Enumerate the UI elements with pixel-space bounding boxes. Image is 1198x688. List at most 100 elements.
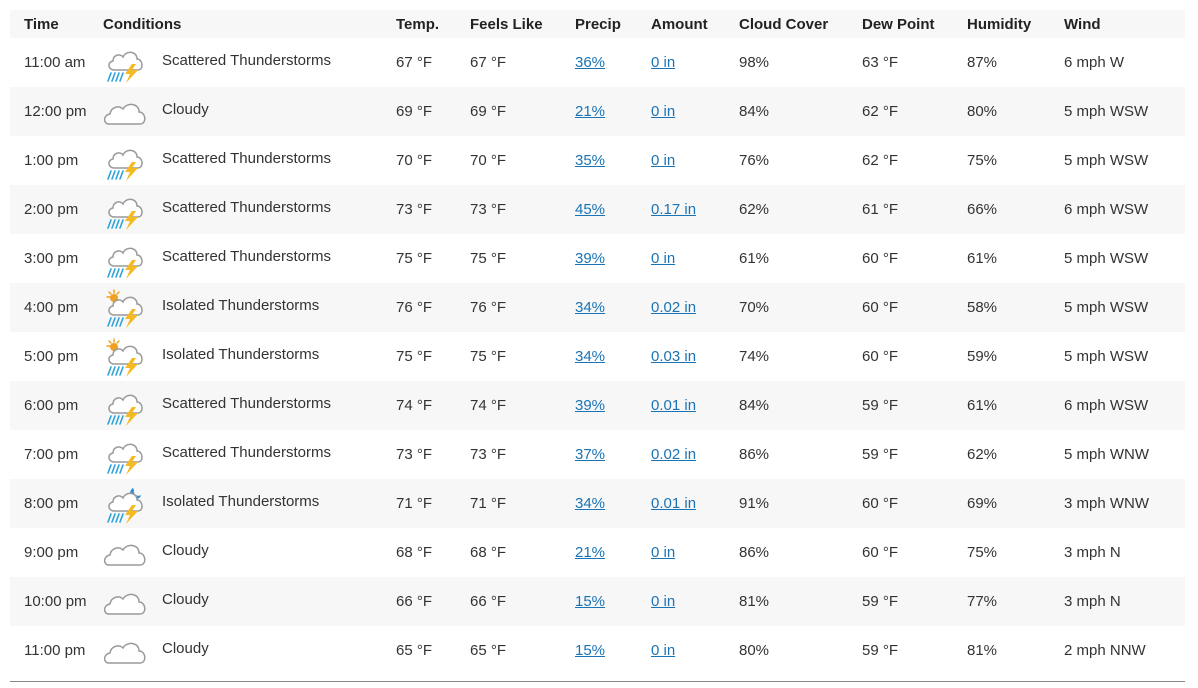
table-row: 2:00 pm Scattered Thunderstorms 73 °F 73… xyxy=(10,185,1185,234)
amount-link[interactable]: 0 in xyxy=(651,642,676,659)
header-cloud-cover: Cloud Cover xyxy=(739,15,829,33)
amount-link[interactable]: 0 in xyxy=(651,250,676,267)
feels-like-cell: 75 °F xyxy=(470,348,507,365)
time-cell: 6:00 pm xyxy=(24,397,79,414)
conditions-cell: Cloudy xyxy=(103,577,396,626)
amount-link[interactable]: 0.01 in xyxy=(651,495,697,512)
temp-cell: 76 °F xyxy=(396,299,433,316)
precip-link[interactable]: 35% xyxy=(575,152,606,169)
table-row: 12:00 pm Cloudy 69 °F 69 °F 21% 0 in 84%… xyxy=(10,87,1185,136)
precip-link[interactable]: 34% xyxy=(575,495,606,512)
conditions-text: Scattered Thunderstorms xyxy=(162,52,331,69)
conditions-text: Isolated Thunderstorms xyxy=(162,346,320,363)
temp-cell: 75 °F xyxy=(396,250,433,267)
conditions-text: Scattered Thunderstorms xyxy=(162,444,331,461)
temp-cell: 66 °F xyxy=(396,593,433,610)
amount-link[interactable]: 0 in xyxy=(651,593,676,610)
conditions-text: Cloudy xyxy=(162,640,209,657)
amount-link[interactable]: 0.03 in xyxy=(651,348,697,365)
humidity-cell: 59% xyxy=(967,348,998,365)
amount-cell: 0 in xyxy=(651,528,739,577)
cloud-cover-cell: 86% xyxy=(739,544,770,561)
dew-point-cell: 60 °F xyxy=(862,544,899,561)
precip-cell: 15% xyxy=(575,577,651,626)
amount-link[interactable]: 0 in xyxy=(651,54,676,71)
time-cell: 4:00 pm xyxy=(24,299,79,316)
wind-cell: 5 mph WSW xyxy=(1064,103,1149,120)
dew-point-cell: 59 °F xyxy=(862,593,899,610)
dew-point-cell: 59 °F xyxy=(862,397,899,414)
feels-like-cell: 73 °F xyxy=(470,201,507,218)
table-row: 10:00 pm Cloudy 66 °F 66 °F 15% 0 in 81%… xyxy=(10,577,1185,626)
amount-link[interactable]: 0.17 in xyxy=(651,201,697,218)
header-conditions: Conditions xyxy=(103,15,182,33)
header-feels-like: Feels Like xyxy=(470,15,543,33)
precip-link[interactable]: 15% xyxy=(575,593,606,610)
wind-cell: 3 mph N xyxy=(1064,593,1121,610)
temp-cell: 69 °F xyxy=(396,103,433,120)
humidity-cell: 75% xyxy=(967,544,998,561)
amount-link[interactable]: 0.02 in xyxy=(651,446,697,463)
humidity-cell: 61% xyxy=(967,250,998,267)
feels-like-cell: 74 °F xyxy=(470,397,507,414)
isolated-thunderstorms-night-icon xyxy=(103,484,147,524)
precip-link[interactable]: 15% xyxy=(575,642,606,659)
feels-like-cell: 76 °F xyxy=(470,299,507,316)
table-row: 9:00 pm Cloudy 68 °F 68 °F 21% 0 in 86% … xyxy=(10,528,1185,577)
precip-link[interactable]: 21% xyxy=(575,103,606,120)
conditions-text: Cloudy xyxy=(162,101,209,118)
feels-like-cell: 75 °F xyxy=(470,250,507,267)
precip-link[interactable]: 34% xyxy=(575,299,606,316)
amount-link[interactable]: 0 in xyxy=(651,544,676,561)
isolated-thunderstorms-day-icon xyxy=(103,288,147,328)
humidity-cell: 77% xyxy=(967,593,998,610)
humidity-cell: 80% xyxy=(967,103,998,120)
precip-cell: 21% xyxy=(575,528,651,577)
precip-cell: 34% xyxy=(575,479,651,528)
temp-cell: 65 °F xyxy=(396,642,433,659)
precip-link[interactable]: 34% xyxy=(575,348,606,365)
wind-cell: 5 mph WSW xyxy=(1064,299,1149,316)
conditions-cell: Cloudy xyxy=(103,626,396,675)
dew-point-cell: 59 °F xyxy=(862,642,899,659)
dew-point-cell: 60 °F xyxy=(862,250,899,267)
precip-link[interactable]: 39% xyxy=(575,397,606,414)
precip-cell: 34% xyxy=(575,283,651,332)
header-temp: Temp. xyxy=(396,15,440,33)
temp-cell: 74 °F xyxy=(396,397,433,414)
amount-link[interactable]: 0 in xyxy=(651,103,676,120)
scattered-thunderstorms-icon xyxy=(103,386,147,426)
table-row: 8:00 pm Isolated Thunderstorms 71 °F 71 … xyxy=(10,479,1185,528)
dew-point-cell: 62 °F xyxy=(862,103,899,120)
dew-point-cell: 59 °F xyxy=(862,446,899,463)
time-cell: 3:00 pm xyxy=(24,250,79,267)
precip-link[interactable]: 21% xyxy=(575,544,606,561)
wind-cell: 5 mph WSW xyxy=(1064,348,1149,365)
precip-link[interactable]: 36% xyxy=(575,54,606,71)
scattered-thunderstorms-icon xyxy=(103,239,147,279)
humidity-cell: 61% xyxy=(967,397,998,414)
precip-cell: 15% xyxy=(575,626,651,675)
precip-link[interactable]: 45% xyxy=(575,201,606,218)
time-cell: 8:00 pm xyxy=(24,495,79,512)
precip-link[interactable]: 39% xyxy=(575,250,606,267)
amount-link[interactable]: 0 in xyxy=(651,152,676,169)
temp-cell: 71 °F xyxy=(396,495,433,512)
precip-link[interactable]: 37% xyxy=(575,446,606,463)
precip-cell: 39% xyxy=(575,234,651,283)
cloudy-icon xyxy=(103,582,147,622)
dew-point-cell: 62 °F xyxy=(862,152,899,169)
cloud-cover-cell: 62% xyxy=(739,201,770,218)
cloud-cover-cell: 61% xyxy=(739,250,770,267)
amount-link[interactable]: 0.01 in xyxy=(651,397,697,414)
cloud-cover-cell: 98% xyxy=(739,54,770,71)
isolated-thunderstorms-day-icon xyxy=(103,337,147,377)
feels-like-cell: 68 °F xyxy=(470,544,507,561)
feels-like-cell: 65 °F xyxy=(470,642,507,659)
table-row: 11:00 pm Cloudy 65 °F 65 °F 15% 0 in 80%… xyxy=(10,626,1185,675)
wind-cell: 6 mph WSW xyxy=(1064,201,1149,218)
conditions-cell: Scattered Thunderstorms xyxy=(103,430,396,479)
precip-cell: 35% xyxy=(575,136,651,185)
amount-link[interactable]: 0.02 in xyxy=(651,299,697,316)
precip-cell: 37% xyxy=(575,430,651,479)
